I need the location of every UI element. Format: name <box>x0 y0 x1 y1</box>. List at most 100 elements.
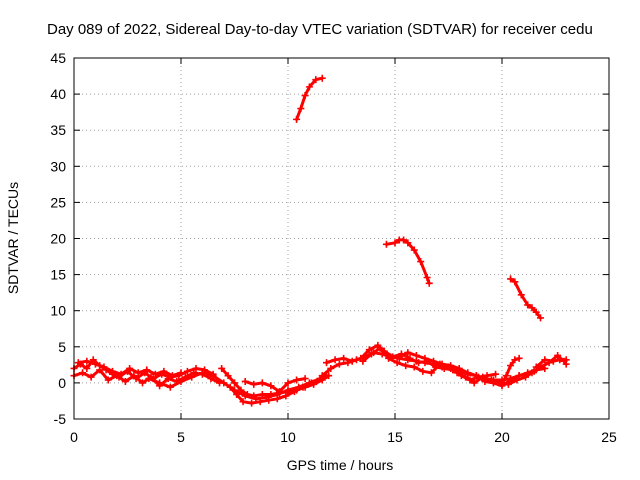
data-point <box>415 359 423 367</box>
x-tick-label: 20 <box>494 429 510 445</box>
data-point <box>290 388 298 396</box>
data-point <box>168 372 176 380</box>
data-point <box>470 379 478 387</box>
series-arc-17 <box>507 275 545 322</box>
data-point <box>224 372 232 380</box>
data-point <box>209 372 217 380</box>
data-point <box>528 369 536 377</box>
data-point <box>498 380 506 388</box>
data-point <box>188 373 196 381</box>
data-point <box>419 367 427 375</box>
data-point <box>532 363 540 371</box>
data-point <box>325 372 333 380</box>
data-point <box>134 369 142 377</box>
data-point <box>402 362 410 370</box>
data-point <box>156 379 164 387</box>
data-point <box>250 380 258 388</box>
x-tick-label: 15 <box>387 429 403 445</box>
data-point <box>340 354 348 362</box>
data-point <box>365 346 373 354</box>
data-point <box>532 308 540 316</box>
data-point <box>312 76 320 84</box>
data-point <box>400 236 408 244</box>
data-point <box>331 356 339 364</box>
data-point <box>164 375 172 383</box>
y-tick-label: 30 <box>50 158 66 174</box>
x-axis-label: GPS time / hours <box>287 457 394 473</box>
data-point <box>323 359 331 367</box>
data-point <box>502 372 510 380</box>
data-point <box>220 379 228 387</box>
data-point <box>293 115 301 123</box>
data-point <box>391 239 399 247</box>
data-point <box>258 390 266 398</box>
series-line <box>397 351 530 388</box>
data-point <box>453 369 461 377</box>
data-point <box>250 392 258 400</box>
data-point <box>511 356 519 364</box>
series-arc-6 <box>226 375 324 407</box>
x-tick-label: 5 <box>177 429 185 445</box>
data-point <box>385 354 393 362</box>
data-point <box>256 398 264 406</box>
data-point <box>226 383 234 391</box>
data-point <box>126 364 134 372</box>
data-point <box>305 83 313 91</box>
data-point <box>138 379 146 387</box>
data-point <box>455 364 463 372</box>
data-point <box>248 399 256 407</box>
x-tick-label: 25 <box>601 429 617 445</box>
data-point <box>438 360 446 368</box>
data-point <box>537 314 545 322</box>
data-point <box>79 369 87 377</box>
data-point <box>96 366 104 374</box>
data-point <box>145 375 153 383</box>
data-point <box>410 363 418 371</box>
series-arc-15 <box>293 74 326 123</box>
data-point <box>318 372 326 380</box>
data-point <box>87 373 95 381</box>
data-point <box>241 377 249 385</box>
data-point <box>275 388 283 396</box>
y-tick-label: 5 <box>58 339 66 355</box>
data-point <box>406 354 414 362</box>
data-point <box>267 382 275 390</box>
data-point <box>233 390 241 398</box>
series-arc-14 <box>532 356 570 371</box>
data-point <box>489 379 497 387</box>
data-point <box>417 258 425 266</box>
data-point <box>301 92 309 100</box>
series-arc-3 <box>74 357 185 380</box>
y-axis-label: SDTVAR / TECUs <box>5 182 21 294</box>
data-point <box>541 356 549 364</box>
data-point <box>284 379 292 387</box>
y-tick-label: 20 <box>50 231 66 247</box>
y-tick-label: 40 <box>50 86 66 102</box>
series-arc-12 <box>498 354 523 388</box>
x-tick-label: 0 <box>70 429 78 445</box>
data-point <box>393 359 401 367</box>
data-point <box>239 398 247 406</box>
data-point <box>462 373 470 381</box>
series-arc-7 <box>241 375 309 396</box>
data-point <box>524 301 532 309</box>
y-tick-label: 45 <box>50 50 66 66</box>
y-tick-label: 15 <box>50 267 66 283</box>
data-point <box>412 351 420 359</box>
data-point <box>83 364 91 372</box>
data-point <box>231 379 238 387</box>
data-point <box>395 353 403 361</box>
series-arc-16 <box>382 236 433 287</box>
data-point <box>273 395 281 403</box>
data-point <box>524 370 532 378</box>
data-point <box>554 351 562 359</box>
data-point <box>267 390 275 398</box>
data-point <box>293 376 301 384</box>
data-point <box>359 357 367 365</box>
data-point <box>297 105 305 113</box>
data-point <box>507 275 515 283</box>
data-point <box>327 364 335 372</box>
data-point <box>430 357 438 365</box>
data-point <box>404 239 412 247</box>
data-point <box>481 377 489 385</box>
